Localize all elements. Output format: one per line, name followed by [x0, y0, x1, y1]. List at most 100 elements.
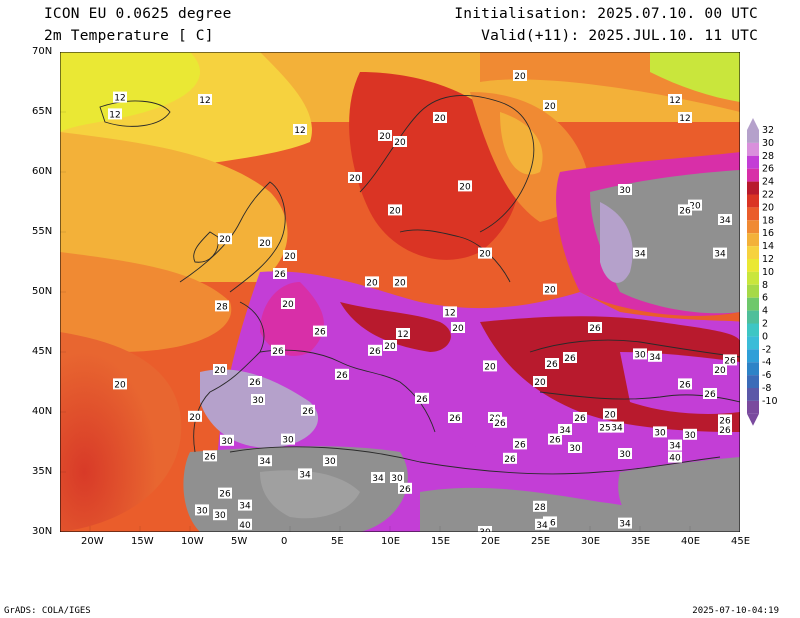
isotherm-label: 20 — [383, 340, 397, 352]
lon-tick-label: 10E — [381, 536, 401, 547]
isotherm-label-text: 40 — [239, 521, 251, 531]
isotherm-label: 34 — [718, 214, 732, 226]
variable-title: 2m Temperature [ C] — [44, 28, 214, 44]
isotherm-label-text: 26 — [416, 395, 428, 405]
isotherm-label: 20 — [393, 136, 407, 148]
isotherm-label-text: 20 — [689, 202, 701, 212]
isotherm-label-text: 26 — [272, 347, 284, 357]
isotherm-label: 30 — [220, 434, 234, 447]
legend-label: 6 — [762, 293, 768, 304]
isotherm-label: 34 — [535, 518, 549, 531]
isotherm-label-text: 20 — [394, 138, 406, 148]
isotherm-label: 30 — [251, 394, 265, 406]
lon-tick-label: 35E — [631, 536, 651, 547]
legend-label: 2 — [762, 319, 768, 330]
isotherm-label-text: 26 — [704, 390, 716, 400]
isotherm-label-text: 26 — [314, 328, 326, 338]
isotherm-label-text: 26 — [724, 356, 736, 366]
isotherm-label-text: 12 — [114, 94, 125, 104]
legend-label: 30 — [762, 138, 774, 149]
isotherm-label: 20 — [433, 112, 447, 124]
isotherm-label-text: 20 — [484, 362, 496, 372]
isotherm-label: 26 — [398, 482, 412, 495]
legend-label: 0 — [762, 331, 768, 342]
isotherm-label: 26 — [543, 516, 557, 528]
isotherm-label-text: 34 — [536, 521, 548, 531]
legend-swatch — [747, 194, 759, 208]
legend-top-arrow — [747, 118, 759, 130]
isotherm-label: 26 — [248, 376, 262, 388]
isotherm-label: 12 — [198, 94, 212, 106]
isotherm-label-text: 20 — [534, 378, 546, 388]
isotherm-label: 30 — [478, 526, 492, 532]
isotherm-label-text: 26 — [399, 485, 411, 495]
isotherm-label: 34 — [633, 247, 647, 260]
isotherm-label: 20 — [543, 283, 557, 296]
isotherm-label: 26 — [678, 378, 692, 390]
isotherm-label-text: 34 — [719, 216, 731, 226]
isotherm-label-text: 26 — [494, 419, 506, 429]
isotherm-label: 34 — [558, 424, 572, 436]
isotherm-label-text: 30 — [324, 457, 336, 467]
isotherm-label: 30 — [618, 184, 632, 196]
isotherm-label: 20 — [388, 204, 402, 216]
legend-swatch — [747, 323, 759, 337]
lon-tick-label: 25E — [531, 536, 551, 547]
legend-swatch — [747, 246, 759, 259]
isotherm-label: 20 — [543, 100, 557, 112]
isotherm-label-text: 30 — [479, 528, 491, 532]
legend-swatch — [747, 297, 759, 311]
isotherm-label: 20 — [688, 199, 702, 212]
lat-tick-label: 55N — [32, 226, 53, 237]
isotherm-label-text: 26 — [544, 518, 556, 528]
isotherm-label: 20 — [213, 364, 227, 376]
isotherm-label-text: 20 — [189, 413, 201, 423]
isotherm-label: 26 — [415, 392, 429, 405]
lat-tick-label: 35N — [32, 466, 53, 477]
init-time: Initialisation: 2025.07.10. 00 UTC — [454, 6, 758, 22]
isotherm-label: 12 — [108, 108, 122, 120]
isotherm-label: 30 — [323, 455, 337, 467]
isotherm-label-text: 34 — [372, 474, 384, 484]
isotherm-label: 28 — [533, 500, 547, 513]
legend-bottom-arrow — [747, 413, 759, 426]
isotherm-label-text: 30 — [391, 474, 403, 484]
isotherm-label-text: 34 — [611, 424, 623, 434]
lat-tick-label: 65N — [32, 106, 53, 117]
isotherm-label-text: 12 — [679, 114, 690, 124]
legend-swatch — [747, 349, 759, 363]
isotherm-label-text: 26 — [449, 414, 461, 424]
isotherm-label: 26 — [548, 433, 562, 446]
isotherm-label-text: 20 — [514, 72, 526, 82]
footer-timestamp: 2025-07-10-04:19 — [692, 606, 779, 616]
isotherm-label-text: 26 — [302, 407, 314, 417]
isotherm-label-text: 30 — [619, 450, 631, 460]
isotherm-label-text: 26 — [719, 426, 731, 436]
isotherm-label-text: 12 — [397, 330, 408, 340]
isotherm-label-text: 20 — [452, 324, 464, 334]
isotherm-label: 34 — [298, 468, 312, 480]
valid-time: Valid(+11): 2025.JUL.10. 11 UTC — [481, 28, 758, 44]
isotherm-label: 20 — [258, 236, 272, 249]
isotherm-label-text: 26 — [546, 360, 558, 370]
isotherm-label: 34 — [371, 472, 385, 484]
isotherm-label-text: 34 — [714, 250, 726, 260]
isotherm-label-text: 34 — [669, 442, 681, 452]
isotherm-label-text: 30 — [654, 428, 666, 438]
isotherm-label-text: 34 — [619, 520, 631, 530]
legend-label: 26 — [762, 164, 774, 175]
isotherm-label-text: 26 — [514, 440, 526, 450]
lon-tick-label: 40E — [681, 536, 701, 547]
isotherm-label-text: 34 — [299, 470, 311, 480]
isotherm-label: 30 — [683, 428, 697, 441]
isotherm-label-text: 20 — [366, 278, 378, 288]
lon-tick-label: 30E — [581, 536, 601, 547]
isotherm-label-text: 30 — [569, 444, 581, 454]
isotherm-label-text: 26 — [679, 206, 691, 216]
isotherm-label: 20 — [483, 360, 497, 372]
lon-tick-label: 5E — [331, 536, 344, 547]
isotherm-label: 26 — [718, 424, 732, 436]
isotherm-label: 26 — [573, 412, 587, 424]
isotherm-label-text: 30 — [634, 350, 646, 360]
